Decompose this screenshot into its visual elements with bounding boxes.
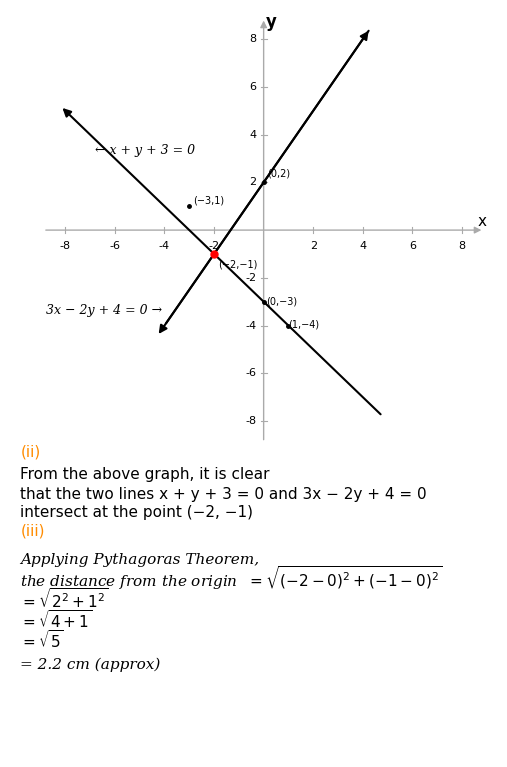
Text: $= \sqrt{2^2 + 1^2}$: $= \sqrt{2^2 + 1^2}$: [20, 588, 108, 611]
Text: 8: 8: [249, 35, 256, 44]
Text: -2: -2: [245, 273, 256, 283]
Text: 3x − 2y + 4 = 0 →: 3x − 2y + 4 = 0 →: [46, 304, 162, 317]
Text: 8: 8: [458, 241, 465, 251]
Text: From the above graph, it is clear: From the above graph, it is clear: [20, 467, 270, 482]
Text: -2: -2: [208, 241, 220, 251]
Text: the distance from the origin  $= \sqrt{(-2-0)^2+(-1-0)^2}$: the distance from the origin $= \sqrt{(-…: [20, 564, 443, 592]
Text: -8: -8: [245, 416, 256, 426]
Text: (ii): (ii): [20, 444, 41, 459]
Text: (1,−4): (1,−4): [288, 320, 319, 330]
Text: (0,2): (0,2): [267, 169, 291, 179]
Text: -8: -8: [60, 241, 71, 251]
Text: x: x: [477, 214, 486, 229]
Text: -6: -6: [245, 368, 256, 378]
Text: (iii): (iii): [20, 523, 45, 538]
Text: (−3,1): (−3,1): [193, 196, 224, 206]
Text: 2: 2: [310, 241, 317, 251]
Text: intersect at the point (−2, −1): intersect at the point (−2, −1): [20, 505, 254, 520]
Text: 6: 6: [409, 241, 416, 251]
Text: = 2.2 cm (approx): = 2.2 cm (approx): [20, 657, 161, 672]
Text: 2: 2: [249, 177, 256, 187]
Text: -6: -6: [110, 241, 121, 251]
Text: $= \sqrt{4 + 1}$: $= \sqrt{4 + 1}$: [20, 609, 92, 631]
Text: that the two lines x + y + 3 = 0 and 3x − 2y + 4 = 0: that the two lines x + y + 3 = 0 and 3x …: [20, 486, 427, 502]
Text: ← x + y + 3 = 0: ← x + y + 3 = 0: [95, 143, 195, 156]
Text: 4: 4: [359, 241, 367, 251]
Text: (0,−3): (0,−3): [266, 296, 297, 306]
Text: $= \sqrt{5}$: $= \sqrt{5}$: [20, 629, 64, 651]
Text: 4: 4: [249, 130, 256, 140]
Text: (−2,−1): (−2,−1): [218, 259, 257, 269]
Text: -4: -4: [245, 321, 256, 331]
Text: Applying Pythagoras Theorem,: Applying Pythagoras Theorem,: [20, 553, 260, 567]
Text: y: y: [266, 14, 276, 31]
Text: 6: 6: [249, 82, 256, 92]
Text: -4: -4: [159, 241, 170, 251]
